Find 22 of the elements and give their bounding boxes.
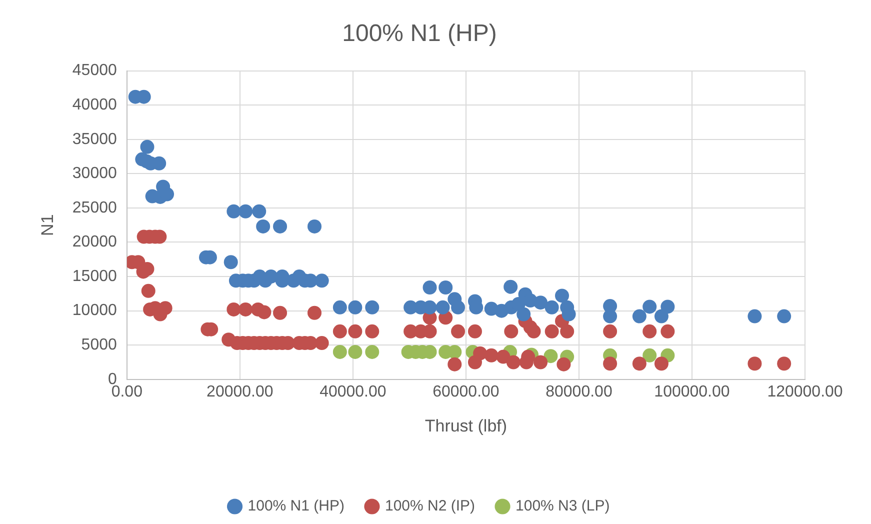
x-tick-label: 100000.00 — [654, 383, 730, 400]
y-tick-label: 25000 — [72, 199, 117, 216]
x-tick-label: 20000.00 — [206, 383, 274, 400]
y-axis-title: N1 — [38, 214, 57, 236]
x-axis-title: Thrust (lbf) — [424, 416, 508, 436]
y-tick-label: 10000 — [72, 302, 117, 320]
y-tick-label: 35000 — [72, 130, 117, 148]
y-tick-label: 30000 — [72, 165, 117, 182]
legend-label: 100% N1 (HP) — [248, 498, 344, 515]
y-tick-label: 20000 — [72, 234, 117, 251]
x-tick-label: 0.00 — [111, 383, 143, 400]
legend-label: 100% N2 (IP) — [384, 498, 476, 515]
y-tick-label: 5000 — [81, 336, 117, 354]
y-tick-label: 45000 — [72, 62, 117, 80]
legend-label: 100% N3 (LP) — [516, 498, 610, 515]
y-tick-label: 40000 — [72, 96, 117, 114]
x-tick-label: 120000.00 — [767, 383, 843, 400]
y-tick-label: 15000 — [72, 268, 117, 285]
chart-title: 100% N1 (HP) — [342, 20, 497, 48]
x-tick-label: 80000.00 — [546, 383, 612, 400]
x-tick-label: 40000.00 — [320, 383, 386, 400]
x-tick-label: 60000.00 — [432, 383, 500, 400]
